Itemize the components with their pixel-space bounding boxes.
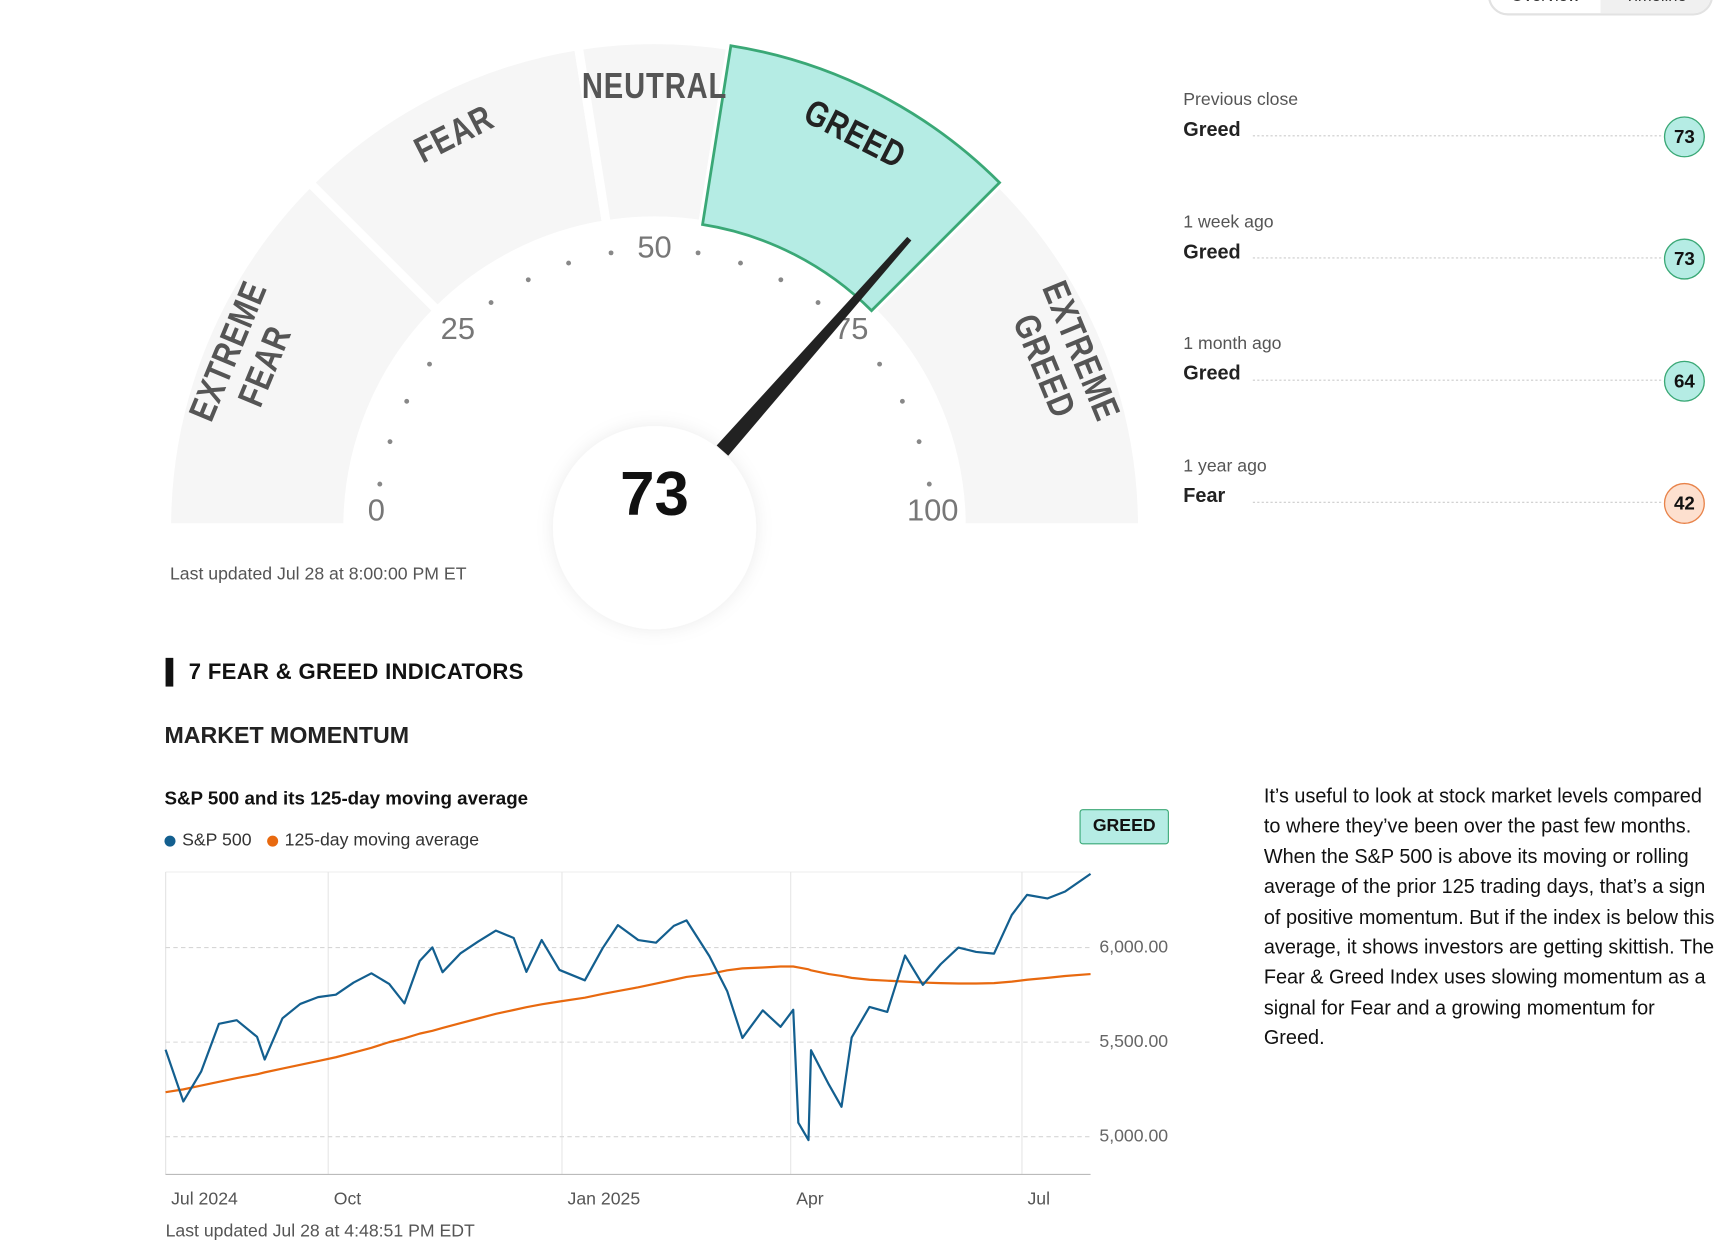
segment-label: NEUTRAL bbox=[582, 65, 727, 106]
legend-label: 125-day moving average bbox=[284, 831, 480, 850]
gauge-dot bbox=[738, 260, 743, 266]
description: It’s useful to look at stock market leve… bbox=[1263, 784, 1715, 1049]
gauge-tick-label: 100 bbox=[907, 492, 959, 527]
legend: S&P 500 125-day moving average bbox=[164, 831, 479, 851]
gauge-updated: Last updated Jul 28 at 8:00:00 PM ET bbox=[169, 565, 467, 584]
tab[interactable]: Overview bbox=[1490, 0, 1600, 13]
gauge-dot bbox=[608, 250, 614, 256]
gauge-tick-label: 0 bbox=[368, 492, 385, 527]
gauge-dot bbox=[566, 260, 572, 266]
history-label: 1 year ago bbox=[1183, 457, 1267, 476]
history-rating: Greed bbox=[1183, 240, 1241, 263]
history-label: 1 month ago bbox=[1183, 334, 1282, 354]
chart-updated: Last updated Jul 28 at 4:48:51 PM EDT bbox=[165, 1221, 475, 1241]
gauge-dot bbox=[427, 361, 432, 367]
indicator-title: MARKET MOMENTUM bbox=[164, 722, 410, 749]
gauge-dot bbox=[695, 250, 701, 256]
history-badge bbox=[1663, 238, 1705, 280]
y-tick-label: 5,000.00 bbox=[1099, 1125, 1168, 1145]
x-tick-label: Apr bbox=[796, 1189, 824, 1209]
gauge-dot bbox=[899, 398, 905, 404]
gauge-tick-label: 50 bbox=[637, 230, 671, 265]
gauge-hub bbox=[553, 426, 757, 630]
tab[interactable]: Timeline bbox=[1600, 0, 1711, 14]
gauge-dot bbox=[404, 398, 410, 404]
view-tabs: Overview Timeline bbox=[1487, 0, 1714, 16]
gauge-score: 73 bbox=[620, 460, 689, 529]
gauge-dot bbox=[877, 361, 883, 367]
gauge-dot bbox=[815, 300, 821, 306]
gauge-dot bbox=[916, 439, 922, 445]
y-tick-label: 5,500.00 bbox=[1099, 1031, 1168, 1051]
history-value: 64 bbox=[1674, 370, 1695, 391]
x-tick-label: Jan 2025 bbox=[568, 1189, 641, 1209]
gauge-dot bbox=[926, 481, 932, 487]
history-value: 73 bbox=[1674, 248, 1695, 269]
rating-badge: GREED bbox=[1079, 809, 1169, 845]
gauge-segment bbox=[865, 176, 1147, 533]
chart-title: S&P 500 and its 125-day moving average bbox=[164, 788, 529, 810]
history-rating: Fear bbox=[1183, 484, 1226, 507]
section-title: 7 FEAR & GREED INDICATORS bbox=[165, 657, 524, 687]
gauge-dot bbox=[778, 277, 784, 283]
gauge-dot bbox=[525, 277, 531, 283]
x-tick-label: Jul 2024 bbox=[171, 1189, 238, 1209]
series-line bbox=[164, 872, 1092, 1142]
series-line bbox=[165, 965, 1091, 1094]
legend-swatch bbox=[266, 835, 279, 847]
x-tick-label: Jul bbox=[1027, 1189, 1050, 1209]
history-label: 1 week ago bbox=[1183, 212, 1274, 232]
history-badge bbox=[1663, 482, 1705, 524]
history-badge bbox=[1663, 360, 1705, 402]
legend-label: S&P 500 bbox=[182, 831, 252, 850]
gauge-dot bbox=[488, 300, 494, 306]
legend-swatch bbox=[164, 835, 176, 847]
history-value: 73 bbox=[1674, 126, 1695, 147]
history-label: Previous close bbox=[1183, 90, 1299, 110]
y-tick-label: 6,000.00 bbox=[1099, 936, 1168, 956]
gauge-dot bbox=[377, 481, 383, 487]
segment-label-line: NEUTRAL bbox=[582, 65, 727, 106]
gauge-needle bbox=[716, 236, 912, 456]
history-value: 42 bbox=[1674, 493, 1695, 514]
history-badge bbox=[1663, 116, 1705, 158]
gauge-dot bbox=[387, 439, 393, 445]
history-rating: Greed bbox=[1183, 362, 1241, 385]
x-tick-label: Oct bbox=[334, 1189, 362, 1209]
history-rating: Greed bbox=[1183, 118, 1241, 141]
gauge-tick-label: 25 bbox=[441, 311, 475, 346]
gauge-segment-active bbox=[700, 44, 1002, 313]
